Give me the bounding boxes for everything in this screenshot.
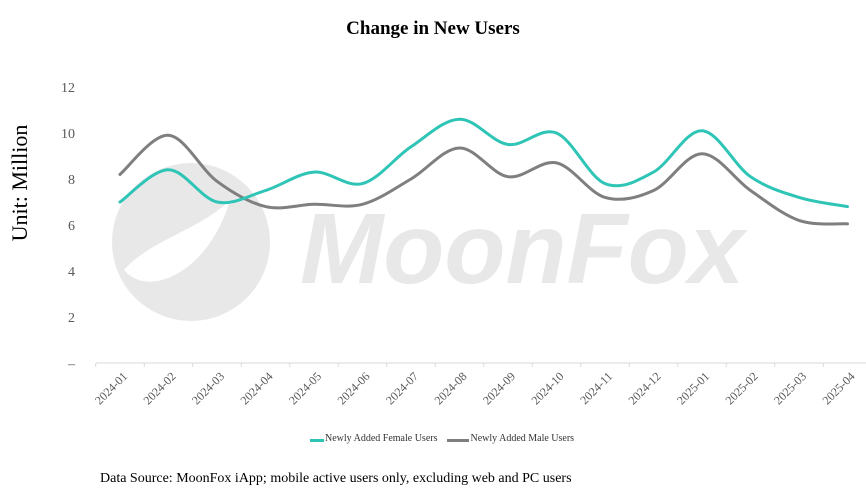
x-tick-label: 2024-08: [431, 369, 469, 407]
x-tick-label: 2025-01: [674, 369, 712, 407]
x-tick-label: 2024-01: [92, 369, 130, 407]
x-tick-label: 2025-04: [819, 369, 857, 407]
legend: Newly Added Female Users Newly Added Mal…: [310, 433, 574, 444]
legend-label-female: Newly Added Female Users: [325, 433, 438, 444]
moonfox-watermark: MoonFox: [112, 163, 748, 321]
x-tick-label: 2024-10: [528, 369, 566, 407]
y-axis-label: Unit: Million: [7, 124, 32, 242]
x-tick-label: 2024-04: [237, 369, 275, 407]
y-tick-label: 6: [68, 219, 75, 234]
x-tick-label: 2024-05: [286, 369, 324, 407]
y-tick-label: 10: [61, 127, 75, 142]
legend-item-female: Newly Added Female Users: [310, 433, 437, 444]
x-tick-label: 2024-11: [577, 369, 615, 407]
series-line-male: [118, 133, 849, 226]
svg-text:MoonFox: MoonFox: [300, 193, 748, 305]
series-line-female: [118, 117, 849, 209]
x-tick-label: 2025-03: [771, 369, 809, 407]
chart-title: Change in New Users: [346, 18, 520, 39]
y-tick-label: 2: [68, 311, 75, 326]
legend-swatch-female: [310, 439, 324, 442]
legend-swatch-male: [447, 439, 470, 442]
x-tick-label: 2025-02: [722, 369, 760, 407]
x-tick-label: 2024-09: [480, 369, 518, 407]
y-tick-label: 8: [68, 173, 75, 188]
y-tick-label: 12: [61, 81, 75, 96]
x-tick-label: 2024-03: [189, 369, 227, 407]
y-tick-label: –: [67, 357, 76, 372]
legend-label-male: Newly Added Male Users: [470, 433, 575, 444]
x-tick-label: 2024-12: [625, 369, 663, 407]
x-tick-label: 2024-07: [383, 369, 421, 407]
x-tick-label: 2024-02: [140, 369, 178, 407]
y-tick-label: 4: [68, 265, 75, 280]
legend-item-male: Newly Added Male Users: [447, 433, 574, 444]
data-source-note: Data Source: MoonFox iApp; mobile active…: [100, 471, 572, 486]
x-tick-label: 2024-06: [334, 369, 372, 407]
